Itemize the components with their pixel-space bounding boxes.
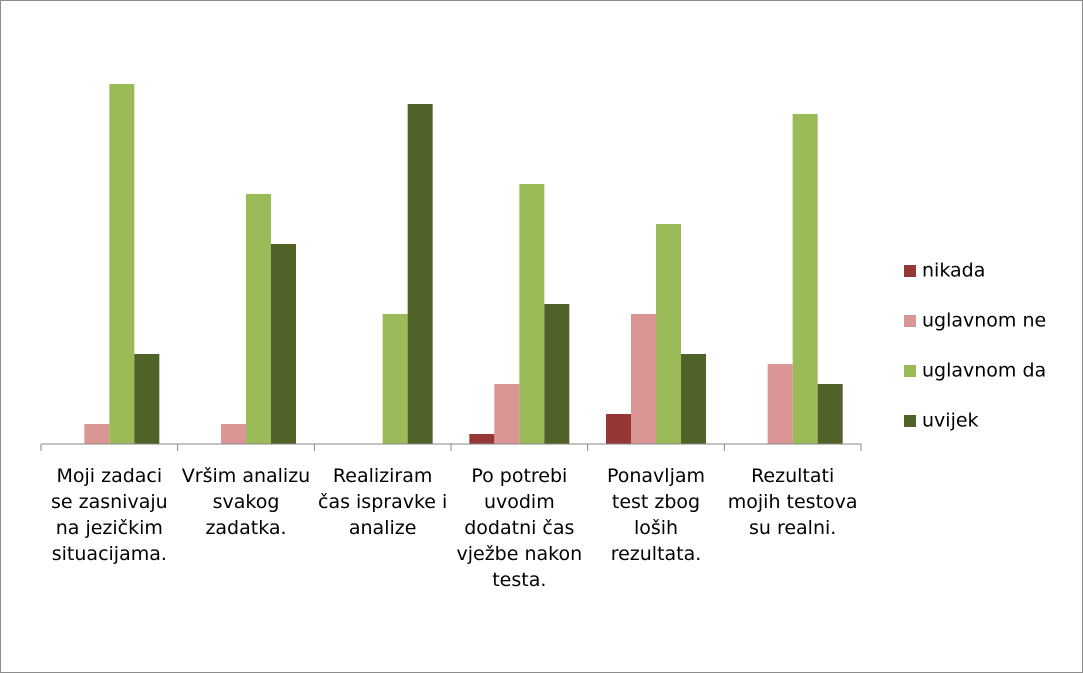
bar	[519, 184, 545, 444]
bar	[109, 84, 135, 444]
legend-label: nikada	[922, 260, 985, 282]
bar	[382, 314, 408, 444]
bar	[271, 244, 296, 444]
x-tick-label: Realiziram čas ispravke i analize	[318, 465, 448, 539]
legend-label: uvijek	[922, 410, 979, 432]
bar	[681, 354, 706, 444]
bar	[469, 434, 495, 444]
bar	[817, 384, 843, 444]
bar	[656, 224, 681, 444]
bar	[606, 414, 631, 444]
bar	[792, 114, 818, 444]
bar	[544, 304, 570, 444]
bar	[767, 364, 793, 444]
legend-swatch	[904, 415, 916, 427]
legend-label: uglavnom da	[922, 360, 1046, 382]
bar	[84, 424, 110, 444]
legend-label: uglavnom ne	[922, 310, 1046, 332]
bar	[407, 104, 433, 444]
legend-swatch	[904, 265, 916, 277]
bar	[494, 384, 520, 444]
bar	[631, 314, 656, 444]
x-tick-label: Rezultati mojih testova su realni.	[727, 465, 858, 539]
x-tick-label: Po potrebi uvodim dodatni čas vježbe nak…	[456, 465, 583, 591]
bar	[134, 354, 160, 444]
x-tick-label: Ponavljam test zbog loših rezultata.	[606, 465, 706, 565]
legend-swatch	[904, 315, 916, 327]
x-tick-label: Vršim analizu svakog zadatka.	[181, 465, 311, 539]
bar	[246, 194, 271, 444]
bar	[221, 424, 246, 444]
x-tick-label: Moji zadaci se zasnivaju na jezičkim sit…	[50, 465, 168, 565]
legend-swatch	[904, 365, 916, 377]
